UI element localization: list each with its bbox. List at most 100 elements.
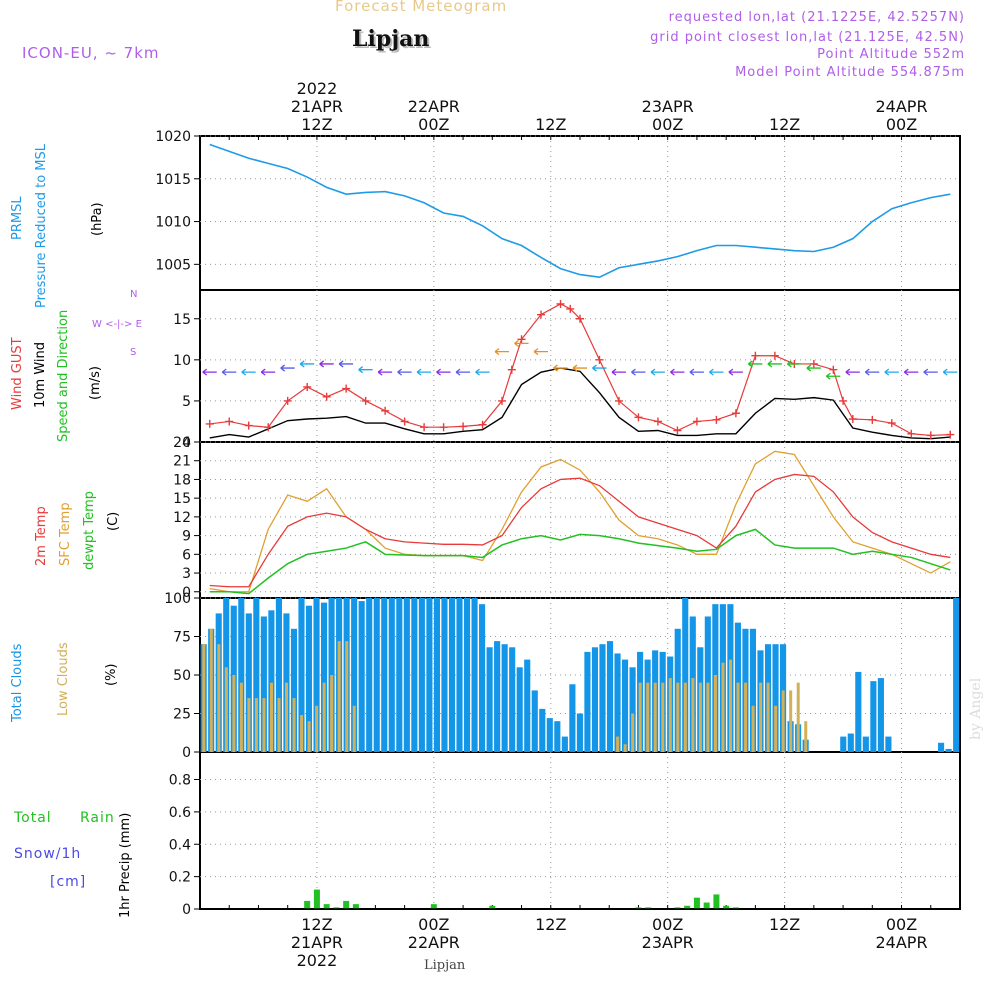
low-clouds-bar: [262, 698, 266, 752]
total-clouds-bar: [253, 598, 260, 752]
wind-gust-point: [614, 396, 623, 405]
wind-direction-arrow: [864, 368, 880, 376]
total-clouds-bar: [531, 690, 538, 752]
rain-bar: [713, 894, 720, 909]
low-clouds-bar: [330, 675, 334, 752]
wind-direction-arrow: [631, 368, 646, 376]
precip-ytick-label: 0.8: [169, 773, 191, 789]
rain-bar: [430, 904, 437, 909]
model-point-altitude: Model Point Altitude 554.875m: [735, 65, 965, 80]
total-clouds-bar: [546, 718, 553, 752]
wind-gust-point: [839, 396, 848, 405]
compass-south: S: [130, 347, 137, 358]
total-clouds-bar: [441, 598, 448, 752]
precip-legend-rain: Rain: [80, 810, 115, 826]
total-clouds-bar: [298, 598, 305, 752]
low-clouds-bar: [796, 682, 800, 752]
wind-direction-arrow: [611, 368, 626, 376]
temp-panel-frame: [199, 441, 961, 599]
wind-gust-point: [459, 422, 468, 431]
temp-dewpt-line: [209, 528, 951, 595]
bottom-time-label: 23APR: [642, 933, 694, 952]
total-clouds-bar: [501, 644, 508, 752]
bottom-time-label: 00Z: [886, 915, 917, 934]
wind-direction-arrow: [416, 368, 432, 376]
temp-ytick-label: 21: [173, 454, 191, 470]
total-clouds-bar: [479, 604, 486, 752]
wind-direction-arrow: [806, 364, 821, 372]
wind-direction-arrow: [280, 364, 295, 372]
low-clouds-bar: [352, 705, 356, 752]
top-time-label: 24APR: [875, 97, 927, 116]
precip-panel-frame: [199, 751, 961, 910]
total-clouds-bar: [403, 598, 410, 752]
wind-direction-arrow: [650, 368, 665, 376]
wind-gust-point: [556, 299, 565, 308]
wind-gust-point: [770, 351, 779, 360]
wind-direction-arrow: [689, 368, 704, 376]
wind-gust-point: [478, 420, 487, 429]
rain-bar: [323, 904, 330, 909]
low-clouds-bar: [653, 682, 657, 752]
wind-ytick-label: 5: [182, 394, 191, 410]
pressure-ytick-label: 1015: [155, 172, 191, 188]
low-clouds-bar: [706, 682, 710, 752]
low-clouds-bar: [691, 678, 695, 752]
precip-legend-total: Total: [14, 810, 52, 826]
total-clouds-bar: [877, 678, 884, 752]
low-clouds-bar: [781, 690, 785, 752]
low-clouds-bar: [676, 682, 680, 752]
total-clouds-bar: [840, 736, 847, 752]
wind-gust-point: [381, 406, 390, 415]
rain-bar: [645, 907, 652, 909]
clouds-ytick-label: 0: [182, 745, 191, 761]
clouds-ytick-label: 100: [164, 591, 191, 607]
total-clouds-bar: [847, 733, 854, 752]
wind-gust-point: [692, 417, 701, 426]
wind-direction-arrow: [747, 360, 763, 368]
wind-gust-point: [264, 423, 273, 432]
temp-ytick-label: 15: [173, 491, 191, 507]
low-clouds-bar: [254, 698, 258, 752]
wind-direction-arrow: [455, 368, 471, 376]
bottom-time-label: 12Z: [535, 915, 566, 934]
precip-legend-snow-unit: [cm]: [50, 874, 87, 890]
low-clouds-bar: [631, 713, 635, 752]
rain-bar: [693, 897, 700, 909]
wind-direction-arrow: [670, 368, 685, 376]
total-clouds-bar: [433, 598, 440, 752]
wind-direction-arrow: [825, 372, 841, 380]
wind-direction-arrow: [514, 339, 529, 347]
rain-bar: [723, 905, 730, 909]
bottom-time-label: 12Z: [301, 915, 332, 934]
compass-north: N: [130, 289, 138, 300]
wind-direction-arrow: [533, 348, 549, 356]
clouds-ytick-label: 25: [173, 707, 191, 723]
total-clouds-bar: [599, 644, 606, 752]
top-time-label: 00Z: [418, 115, 449, 134]
wind-gust-point: [887, 419, 896, 428]
low-clouds-bar: [804, 721, 808, 752]
total-clouds-bar: [268, 610, 275, 752]
total-clouds-bar: [953, 598, 960, 752]
pressure-ytick-label: 1010: [155, 215, 191, 231]
total-clouds-bar: [561, 736, 568, 752]
total-clouds-bar: [885, 736, 892, 752]
wind-direction-arrow: [786, 360, 802, 368]
low-clouds-bar: [322, 682, 326, 752]
wind-gust-point: [303, 382, 312, 391]
clouds-ytick-label: 75: [173, 630, 191, 646]
wind-direction-arrow: [845, 368, 860, 376]
top-time-label: 12Z: [301, 115, 332, 134]
total-clouds-bar: [772, 644, 779, 752]
total-clouds-bar: [320, 602, 328, 752]
low-clouds-bar: [774, 705, 778, 752]
pressure-line: [209, 143, 951, 278]
temp-ytick-label: 18: [173, 472, 191, 488]
wind-gust-point: [868, 415, 877, 424]
temp-ytick-label: 0: [182, 585, 191, 601]
total-clouds-bar: [554, 721, 561, 752]
bottom-time-label: 22APR: [408, 933, 460, 952]
rain-bar: [333, 907, 340, 909]
wind-direction-arrow: [241, 368, 256, 376]
